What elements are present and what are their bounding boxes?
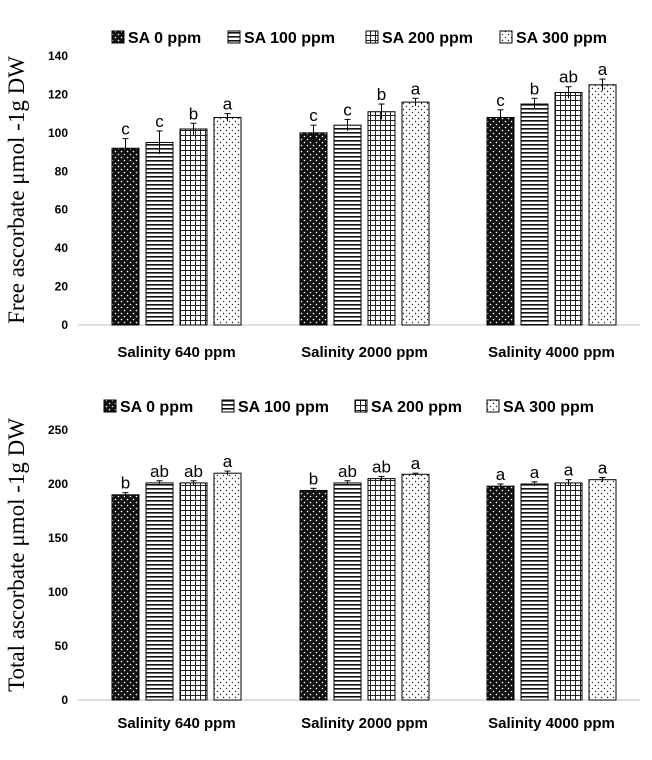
free-bar-s3-c1 — [401, 101, 430, 326]
free-sig-letter-s3-c2: a — [598, 60, 608, 79]
free-legend-swatch-1 — [227, 30, 241, 44]
total-ytick-label-1: 50 — [55, 639, 69, 653]
free-ytick-label-7: 140 — [48, 49, 68, 63]
total-bar-s0-c0 — [111, 494, 140, 701]
total-bar-s2-c1 — [367, 478, 396, 701]
free-bar-s2-c1 — [367, 111, 396, 326]
free-ytick-label-5: 100 — [48, 126, 68, 140]
total-bar-s2-c0 — [179, 482, 208, 701]
total-legend-swatch-3 — [486, 399, 500, 413]
free-legend-label-3: SA 300 ppm — [516, 30, 607, 47]
total-legend-label-3: SA 300 ppm — [503, 399, 594, 416]
free-sig-letter-s1-c0: c — [155, 112, 164, 131]
total-bar-s1-c0 — [145, 482, 174, 701]
total-sig-letter-s0-c0: b — [121, 474, 130, 493]
free-legend-swatch-0 — [111, 30, 125, 44]
total-ytick-label-0: 0 — [61, 693, 68, 707]
total-legend-label-2: SA 200 ppm — [371, 399, 462, 416]
total-bar-s3-c2 — [588, 479, 617, 701]
free-bar-s2-c0 — [179, 128, 208, 326]
total-bar-s0-c2 — [486, 485, 515, 701]
total-legend-swatch-1 — [221, 399, 235, 413]
total-sig-letter-s1-c1: ab — [338, 462, 357, 481]
free-sig-letter-s0-c1: c — [309, 106, 318, 125]
free-ytick-label-6: 120 — [48, 87, 68, 101]
total-sig-letter-s3-c2: a — [598, 459, 608, 478]
free-bar-s1-c0 — [145, 141, 174, 326]
free-sig-letter-s3-c0: a — [223, 95, 233, 114]
free-bar-s3-c0 — [213, 116, 242, 326]
total-bar-s3-c0 — [213, 472, 242, 701]
total-sig-letter-s3-c1: a — [411, 454, 421, 473]
total-bar-s0-c1 — [299, 489, 328, 701]
free-bar-s3-c2 — [588, 84, 617, 326]
free-legend-label-1: SA 100 ppm — [244, 30, 335, 47]
total-category-label-0: Salinity 640 ppm — [117, 715, 235, 732]
total-bar-s2-c2 — [554, 482, 583, 701]
free-category-label-2: Salinity 4000 ppm — [488, 344, 615, 361]
total-y-axis-label: Total ascorbate μmol -1g DW — [4, 418, 29, 692]
total-category-label-2: Salinity 4000 ppm — [488, 715, 615, 732]
total-sig-letter-s2-c2: a — [564, 461, 574, 480]
free-sig-letter-s2-c1: b — [377, 85, 386, 104]
free-category-label-1: Salinity 2000 ppm — [301, 344, 428, 361]
free-category-label-0: Salinity 640 ppm — [117, 344, 235, 361]
total-sig-letter-s3-c0: a — [223, 452, 233, 471]
free-sig-letter-s1-c1: c — [343, 100, 352, 119]
total-bar-s1-c1 — [333, 482, 362, 701]
free-legend-swatch-2 — [365, 30, 379, 44]
total-bar-s3-c1 — [401, 473, 430, 701]
total-ytick-label-5: 250 — [48, 423, 68, 437]
total-sig-letter-s2-c1: ab — [372, 457, 391, 476]
free-sig-letter-s3-c1: a — [411, 79, 421, 98]
free-bar-s2-c2 — [554, 92, 583, 326]
free-bar-s1-c1 — [333, 124, 362, 326]
total-legend-label-0: SA 0 ppm — [120, 399, 193, 416]
total-category-label-1: Salinity 2000 ppm — [301, 715, 428, 732]
free-ytick-label-1: 20 — [55, 280, 69, 294]
free-ytick-label-0: 0 — [61, 318, 68, 332]
free-ytick-label-3: 60 — [55, 203, 69, 217]
total-sig-letter-s2-c0: ab — [184, 462, 203, 481]
total-ytick-label-4: 200 — [48, 477, 68, 491]
free-sig-letter-s2-c0: b — [189, 104, 198, 123]
free-bar-s1-c2 — [520, 103, 549, 326]
free-sig-letter-s2-c2: ab — [559, 68, 578, 87]
total-legend-label-1: SA 100 ppm — [238, 399, 329, 416]
free-legend-swatch-3 — [499, 30, 513, 44]
total-ytick-label-3: 150 — [48, 531, 68, 545]
free-ytick-label-4: 80 — [55, 164, 69, 178]
free-sig-letter-s0-c2: c — [496, 91, 505, 110]
free-bar-s0-c1 — [299, 132, 328, 326]
total-sig-letter-s1-c0: ab — [150, 462, 169, 481]
free-bar-s0-c0 — [111, 147, 140, 326]
free-bar-s0-c2 — [486, 116, 515, 326]
total-bar-s1-c2 — [520, 483, 549, 701]
total-legend-swatch-0 — [103, 399, 117, 413]
free-sig-letter-s1-c2: b — [530, 79, 539, 98]
free-y-axis-label: Free ascorbate μmol -1g DW — [4, 56, 29, 324]
free-legend-label-2: SA 200 ppm — [382, 30, 473, 47]
total-sig-letter-s0-c2: a — [496, 465, 506, 484]
free-ytick-label-2: 40 — [55, 241, 69, 255]
total-sig-letter-s0-c1: b — [309, 469, 318, 488]
free-sig-letter-s0-c0: c — [121, 120, 130, 139]
total-sig-letter-s1-c2: a — [530, 463, 540, 482]
free-legend-label-0: SA 0 ppm — [128, 30, 201, 47]
total-ytick-label-2: 100 — [48, 585, 68, 599]
total-legend-swatch-2 — [354, 399, 368, 413]
